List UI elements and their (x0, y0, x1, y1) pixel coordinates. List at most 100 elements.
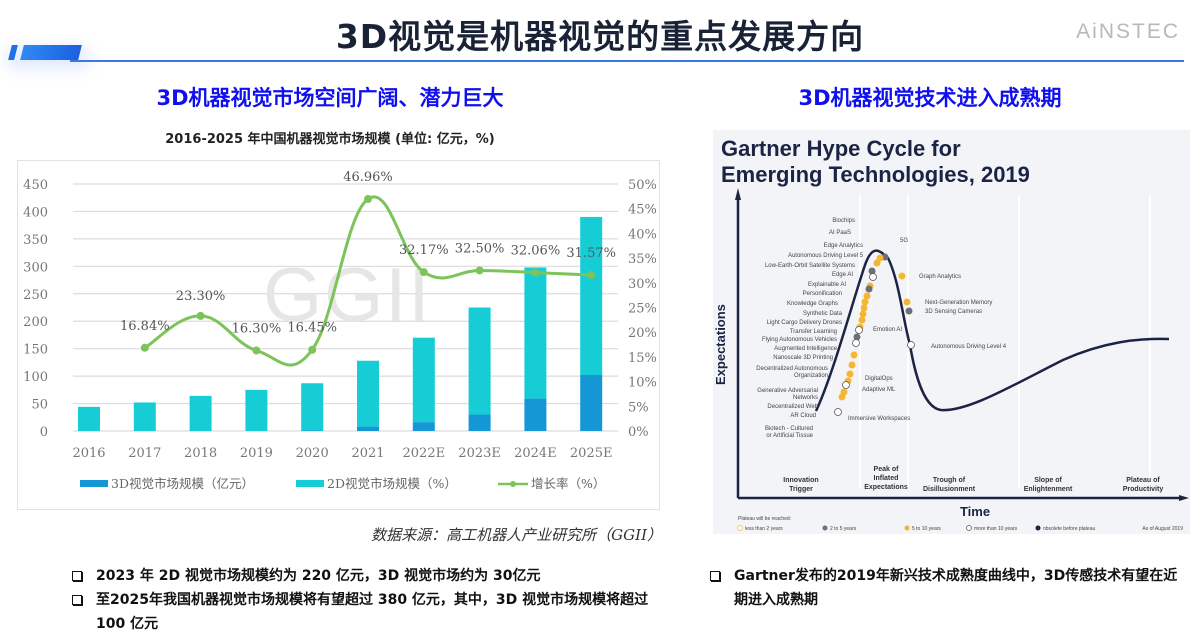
svg-text:Networks: Networks (793, 395, 818, 401)
svg-text:50%: 50% (628, 178, 657, 193)
svg-text:Disillusionment: Disillusionment (923, 486, 976, 493)
svg-text:Adaptive ML: Adaptive ML (862, 387, 896, 393)
bullet-item: 至2025年我国机器视觉市场规模将有望超过 380 亿元，其中，3D 视觉市场规… (70, 588, 650, 636)
svg-text:Slope of: Slope of (1034, 477, 1062, 484)
svg-text:10%: 10% (628, 376, 657, 391)
svg-text:400: 400 (23, 205, 48, 220)
bullet-item: 2023 年 2D 视觉市场规模约为 220 亿元，3D 视觉市场约为 30亿元 (70, 564, 650, 588)
svg-text:AR Cloud: AR Cloud (790, 413, 816, 419)
svg-text:AI PaaS: AI PaaS (829, 230, 851, 236)
svg-text:Expectations: Expectations (713, 304, 728, 385)
market-chart-canvas: 0 50 100 150 200 250 300 350 400 450 0% 5% 10% 15% 20%… (23, 170, 657, 491)
svg-text:增长率（%）: 增长率（%） (531, 476, 605, 491)
svg-text:Nanoscale 3D Printing: Nanoscale 3D Printing (773, 355, 833, 361)
hype-cycle-canvas: Expectations Time Biochips AI PaaS Edge Anal… (713, 188, 1189, 532)
svg-text:Peak of: Peak of (874, 466, 900, 473)
svg-text:45%: 45% (628, 203, 657, 218)
svg-text:2017: 2017 (128, 446, 161, 461)
svg-text:3D视觉市场规模（亿元）: 3D视觉市场规模（亿元） (111, 476, 254, 491)
svg-text:2016: 2016 (72, 446, 105, 461)
svg-text:Synthetic Data: Synthetic Data (803, 311, 843, 317)
svg-text:Light Cargo Delivery Drones: Light Cargo Delivery Drones (767, 320, 842, 326)
svg-text:5G: 5G (900, 238, 908, 244)
svg-text:Transfer Learning: Transfer Learning (790, 329, 837, 335)
svg-text:32.06%: 32.06% (511, 244, 561, 259)
svg-text:150: 150 (23, 343, 48, 358)
svg-text:35%: 35% (628, 252, 657, 267)
svg-text:50: 50 (31, 398, 48, 413)
svg-text:Enlightenment: Enlightenment (1024, 486, 1073, 493)
svg-text:350: 350 (23, 233, 48, 248)
svg-text:5 to 10 years: 5 to 10 years (912, 526, 941, 532)
header-rule (70, 60, 1184, 62)
hype-cycle-title: Gartner Hype Cycle for Emerging Technolo… (721, 136, 1030, 187)
svg-text:32.50%: 32.50% (455, 241, 505, 256)
svg-text:Decentralized Web: Decentralized Web (767, 404, 818, 410)
svg-text:Organization: Organization (794, 373, 828, 379)
company-logo: AiNSTEC (1076, 20, 1180, 43)
svg-text:Emotion AI: Emotion AI (873, 327, 902, 333)
svg-text:31.57%: 31.57% (566, 246, 616, 261)
right-section-title: 3D机器视觉技术进入成熟期 (798, 86, 1062, 110)
right-bullets: Gartner发布的2019年新兴技术成熟度曲线中，3D传感技术有望在近期进入成… (708, 564, 1178, 612)
svg-text:Edge Analytics: Edge Analytics (824, 243, 863, 249)
svg-text:46.96%: 46.96% (343, 170, 393, 185)
svg-text:2021: 2021 (351, 446, 384, 461)
svg-text:100: 100 (23, 370, 48, 385)
svg-text:25%: 25% (628, 302, 657, 317)
svg-text:0%: 0% (628, 425, 649, 440)
svg-text:Plateau will be reached:: Plateau will be reached: (738, 516, 791, 522)
svg-text:Expectations: Expectations (864, 484, 908, 491)
svg-text:250: 250 (23, 288, 48, 303)
svg-text:Autonomous Driving Level 5: Autonomous Driving Level 5 (788, 253, 864, 259)
svg-text:Edge AI: Edge AI (832, 272, 853, 278)
svg-text:0: 0 (40, 425, 48, 440)
svg-text:40%: 40% (628, 227, 657, 242)
svg-text:Autonomous Driving Level 4: Autonomous Driving Level 4 (931, 344, 1007, 350)
market-size-chart: 0 50 100 150 200 250 300 350 400 450 0% 5% 10% 15% 20%… (17, 160, 660, 510)
svg-text:more than 10 years: more than 10 years (974, 526, 1018, 532)
svg-text:30%: 30% (628, 277, 657, 292)
svg-text:200: 200 (23, 315, 48, 330)
svg-text:Graph Analytics: Graph Analytics (919, 274, 961, 280)
svg-text:As of August 2019: As of August 2019 (1142, 526, 1183, 532)
svg-text:Personification: Personification (803, 291, 842, 297)
svg-text:5%: 5% (628, 400, 649, 415)
svg-text:2023E: 2023E (458, 446, 501, 461)
svg-text:Plateau of: Plateau of (1126, 477, 1160, 484)
svg-text:2018: 2018 (184, 446, 217, 461)
svg-text:2025E: 2025E (570, 446, 613, 461)
svg-text:3D Sensing Cameras: 3D Sensing Cameras (925, 309, 982, 315)
svg-text:Augmented Intelligence: Augmented Intelligence (774, 346, 837, 352)
svg-text:2022E: 2022E (403, 446, 446, 461)
svg-text:Explainable AI: Explainable AI (808, 282, 846, 288)
svg-text:Flying Autonomous Vehicles: Flying Autonomous Vehicles (762, 337, 837, 343)
svg-text:2019: 2019 (240, 446, 273, 461)
svg-text:or Artificial Tissue: or Artificial Tissue (766, 433, 813, 439)
svg-text:300: 300 (23, 260, 48, 275)
checkbox-bullet-icon (72, 571, 82, 581)
svg-text:Next-Generation Memory: Next-Generation Memory (925, 300, 992, 306)
svg-text:Generative Adversarial: Generative Adversarial (757, 388, 818, 394)
svg-text:2 to 5 years: 2 to 5 years (830, 526, 857, 532)
svg-text:Trough of: Trough of (933, 477, 966, 484)
left-section-title: 3D机器视觉市场空间广阔、潜力巨大 (156, 86, 504, 110)
svg-text:2024E: 2024E (514, 446, 557, 461)
header-decoration (8, 45, 88, 67)
svg-text:obsolete before plateau: obsolete before plateau (1043, 526, 1095, 532)
svg-text:Decentralized Autonomous: Decentralized Autonomous (756, 366, 828, 372)
checkbox-bullet-icon (710, 571, 720, 581)
svg-text:Trigger: Trigger (789, 486, 813, 493)
svg-text:Time: Time (960, 504, 990, 519)
svg-text:Low-Earth-Orbit Satellite Syst: Low-Earth-Orbit Satellite Systems (765, 263, 855, 269)
svg-text:32.17%: 32.17% (399, 243, 449, 258)
svg-text:16.84%: 16.84% (120, 319, 170, 334)
checkbox-bullet-icon (72, 595, 82, 605)
data-source: 数据来源：高工机器人产业研究所（GGII） (371, 526, 662, 544)
svg-text:less than 2 years: less than 2 years (745, 526, 783, 532)
page-title: 3D视觉是机器视觉的重点发展方向 (335, 17, 865, 56)
svg-text:Knowledge Graphs: Knowledge Graphs (787, 301, 838, 307)
svg-text:Biotech - Cultured: Biotech - Cultured (765, 426, 813, 432)
svg-text:Inflated: Inflated (874, 475, 899, 482)
bullet-item: Gartner发布的2019年新兴技术成熟度曲线中，3D传感技术有望在近期进入成… (708, 564, 1178, 612)
